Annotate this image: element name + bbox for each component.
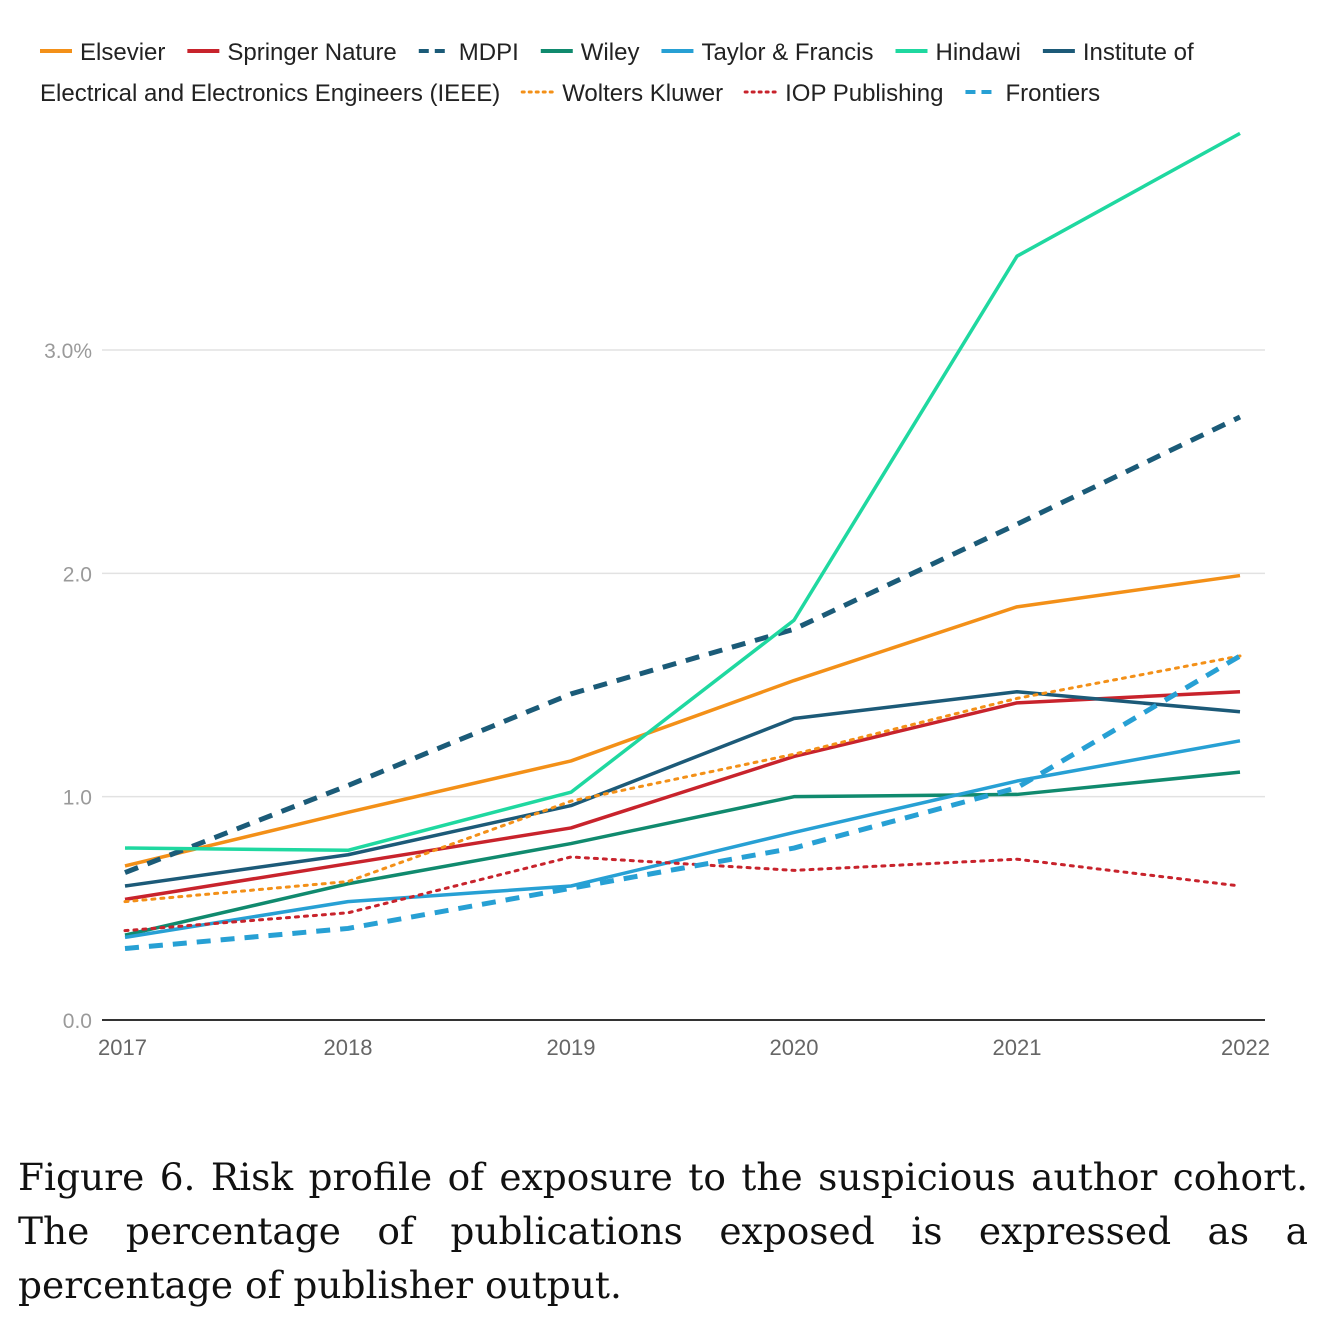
- gridlines: [102, 349, 1265, 1021]
- y-tick-label: 3.0%: [44, 340, 92, 363]
- figure-caption: Figure 6. Risk profile of exposure to th…: [18, 1155, 1308, 1307]
- legend-label: MDPI: [459, 39, 519, 66]
- series-line-institute-of-electrical-and-electronics-engineers-ieee: [124, 689, 1241, 888]
- series-line-hindawi: [124, 131, 1241, 853]
- legend-label: Frontiers: [1005, 80, 1100, 107]
- y-axis-ticks: 0.0 1.0 2.0 3.0%: [44, 340, 92, 1033]
- x-tick-label: 2020: [770, 1035, 819, 1060]
- x-tick-label: 2017: [98, 1035, 147, 1060]
- x-tick-label: 2019: [547, 1035, 596, 1060]
- line-chart: Elsevier Springer Nature MDPI Wiley Taylor &…: [40, 39, 1270, 1060]
- series-line-taylor-francis: [124, 739, 1241, 940]
- series-line-wiley: [124, 770, 1241, 937]
- x-axis-ticks: 2017 2018 2019 2020 2021 2022: [98, 1035, 1270, 1060]
- series-line-iop-publishing: [123, 855, 1242, 933]
- legend-label: Springer Nature: [227, 39, 396, 66]
- series-line-frontiers: [124, 653, 1242, 952]
- y-tick-label: 1.0: [63, 787, 92, 810]
- legend-label: Institute of: [1083, 39, 1194, 66]
- series-line-mdpi: [124, 414, 1242, 875]
- y-tick-label: 2.0: [63, 563, 92, 586]
- series-line-wolters-kluwer: [123, 654, 1242, 904]
- x-tick-label: 2021: [993, 1035, 1042, 1060]
- x-tick-label: 2022: [1221, 1035, 1270, 1060]
- legend-label: Taylor & Francis: [701, 39, 873, 66]
- legend-label: Wiley: [581, 39, 640, 66]
- legend-label: Electrical and Electronics Engineers (IE…: [40, 80, 500, 107]
- legend-label: Wolters Kluwer: [562, 80, 723, 107]
- y-tick-label: 0.0: [63, 1010, 92, 1033]
- series-line-elsevier: [124, 573, 1241, 868]
- series-lines: [123, 131, 1242, 952]
- series-line-springer-nature: [124, 689, 1241, 902]
- legend: Elsevier Springer Nature MDPI Wiley Taylor &…: [40, 39, 1194, 107]
- x-tick-label: 2018: [324, 1035, 373, 1060]
- legend-label: Hindawi: [936, 39, 1021, 66]
- legend-label: IOP Publishing: [785, 80, 943, 107]
- legend-label: Elsevier: [80, 39, 165, 66]
